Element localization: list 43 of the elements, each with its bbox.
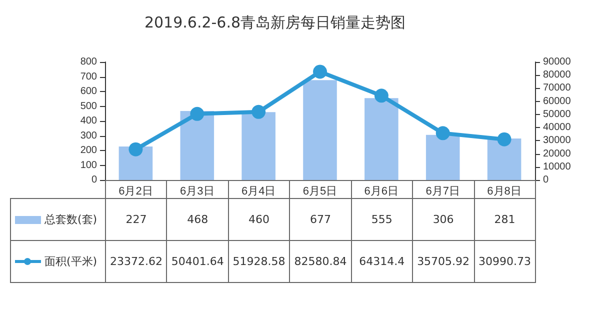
data-label: 50401.64 <box>166 240 228 282</box>
data-label: 227 <box>106 198 167 240</box>
data-label: 35705.92 <box>412 240 474 282</box>
data-label: 64314.4 <box>351 240 413 282</box>
data-label: 30990.73 <box>474 240 536 282</box>
y2-tick-label: 0 <box>543 174 549 186</box>
x-tick-label: 6月5日 <box>302 186 338 198</box>
data-label: 468 <box>166 198 228 240</box>
y2-tick-label: 20000 <box>543 148 572 160</box>
data-label: 51928.58 <box>228 240 290 282</box>
y2-tick-label: 60000 <box>543 96 572 107</box>
y-tick-label: 100 <box>80 160 98 171</box>
x-tick-label: 6月7日 <box>426 186 460 198</box>
x-tick-label: 6月3日 <box>180 186 214 198</box>
y2-tick-label: 40000 <box>543 122 572 134</box>
y-tick-label: 600 <box>80 86 98 97</box>
y-tick-label: 500 <box>80 100 98 112</box>
data-label: 460 <box>228 198 290 240</box>
y2-tick-label: 90000 <box>543 56 572 68</box>
data-label: 677 <box>290 198 352 240</box>
data-label: 281 <box>474 198 536 240</box>
y-tick-label: 700 <box>80 71 98 82</box>
legend-label: 总套数(套) <box>44 213 98 226</box>
x-tick-label: 6月6日 <box>364 186 399 198</box>
x-tick-label: 6月8日 <box>487 186 522 198</box>
data-label: 23372.62 <box>106 240 167 282</box>
y2-tick-label: 50000 <box>543 108 572 120</box>
y-tick-label: 300 <box>80 130 98 142</box>
data-label: 306 <box>412 198 474 240</box>
x-tick-label: 6月4日 <box>241 186 276 198</box>
y-tick-label: 200 <box>80 145 98 156</box>
data-label: 82580.84 <box>290 240 352 282</box>
y-tick-label: 800 <box>80 56 98 68</box>
y-tick-label: 0 <box>91 174 98 186</box>
y2-tick-label: 10000 <box>543 161 572 172</box>
legend-label: 面积(平米) <box>44 255 98 268</box>
chart-title: 2019.6.2-6.8青岛新房每日销量走势图 <box>144 14 406 32</box>
x-tick-label: 6月2日 <box>118 186 153 198</box>
data-label: 555 <box>351 198 413 240</box>
y2-tick-label: 30000 <box>543 135 572 146</box>
y2-tick-label: 80000 <box>543 70 572 81</box>
y2-tick-label: 70000 <box>543 82 572 94</box>
y-tick-label: 400 <box>80 116 98 126</box>
